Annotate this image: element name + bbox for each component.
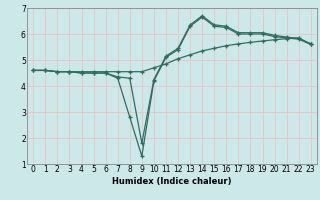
X-axis label: Humidex (Indice chaleur): Humidex (Indice chaleur) xyxy=(112,177,232,186)
